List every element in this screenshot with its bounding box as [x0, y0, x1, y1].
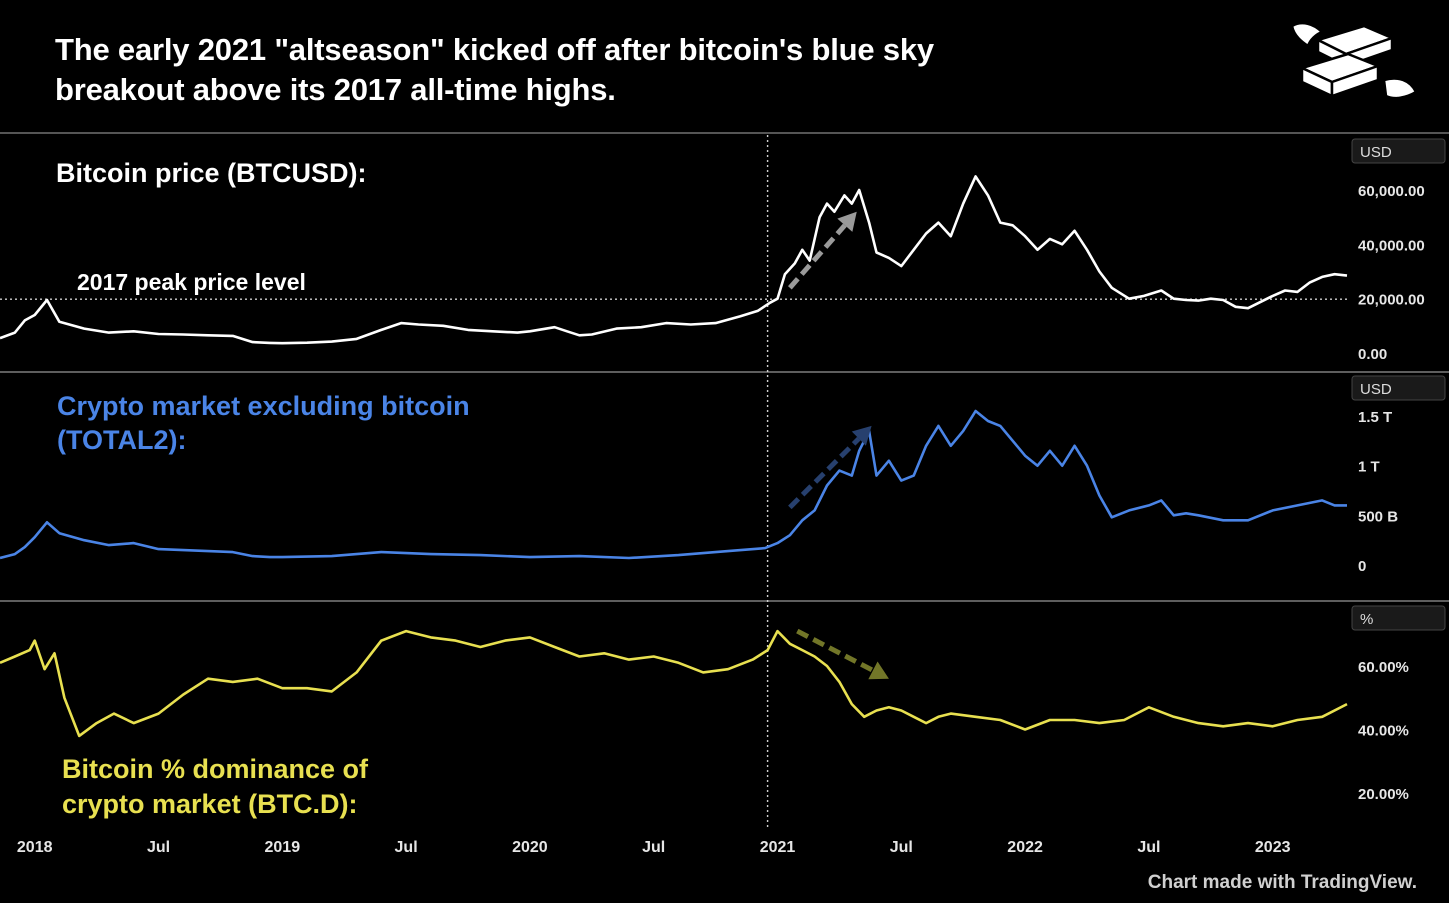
y-tick-total2-1: 1 T: [1358, 459, 1380, 476]
x-tick-3: Jul: [395, 839, 418, 856]
trend-arrow-btcd-down: [796, 628, 889, 680]
x-tick-6: 2021: [760, 839, 796, 856]
trend-arrow-shaft: [788, 436, 861, 510]
trend-arrow-head: [851, 425, 872, 446]
x-tick-2: 2019: [265, 839, 301, 856]
unit-label-btc: USD: [1360, 144, 1392, 161]
x-tick-8: 2022: [1007, 839, 1043, 856]
x-tick-4: 2020: [512, 839, 548, 856]
tradingview-credit: Chart made with TradingView.: [1147, 872, 1417, 893]
trend-arrow-total2-up: [788, 425, 872, 510]
y-tick-btc-1: 40,000.00: [1358, 237, 1425, 254]
unit-box-btc: USD: [1351, 138, 1446, 164]
y-tick-btcd-0: 60.00%: [1358, 659, 1409, 676]
panel-title-btc: Bitcoin price (BTCUSD):: [56, 158, 367, 188]
y-tick-total2-0: 1.5 T: [1358, 409, 1392, 426]
trend-arrow-shaft: [787, 223, 847, 290]
x-tick-7: Jul: [890, 839, 913, 856]
x-tick-1: Jul: [147, 839, 170, 856]
y-tick-btc-3: 0.00: [1358, 346, 1387, 363]
trend-arrow-head: [868, 661, 889, 680]
unit-label-btcd: %: [1360, 611, 1373, 628]
y-tick-btcd-2: 20.00%: [1358, 786, 1409, 803]
x-tick-0: 2018: [17, 839, 53, 856]
headline: The early 2021 "altseason" kicked off af…: [55, 32, 934, 107]
y-tick-total2-3: 0: [1358, 558, 1366, 575]
y-tick-btc-2: 20,000.00: [1358, 292, 1425, 309]
y-tick-btcd-1: 40.00%: [1358, 723, 1409, 740]
unit-box-total2: USD: [1351, 375, 1446, 401]
series-line-total2: [0, 409, 1347, 560]
trend-arrow-btc-up: [787, 211, 857, 290]
winged-gold-bars-logo: [1290, 21, 1418, 100]
trend-arrow-shaft: [796, 628, 875, 673]
x-tick-10: 2023: [1255, 839, 1291, 856]
trend-arrow-head: [837, 211, 857, 232]
panel-title-total2: Crypto market excluding bitcoin (TOTAL2)…: [57, 391, 477, 455]
y-tick-total2-2: 500 B: [1358, 508, 1398, 525]
series-line-btcd: [0, 629, 1348, 738]
peak-price-annotation: 2017 peak price level: [77, 269, 306, 295]
x-tick-9: Jul: [1137, 839, 1160, 856]
x-tick-5: Jul: [642, 839, 665, 856]
series-line-btc: [0, 175, 1348, 345]
y-tick-btc-0: 60,000.00: [1358, 183, 1425, 200]
unit-label-total2: USD: [1360, 381, 1392, 398]
panel-title-btcd: Bitcoin % dominance of crypto market (BT…: [62, 754, 376, 819]
unit-box-btcd: %: [1351, 605, 1446, 631]
